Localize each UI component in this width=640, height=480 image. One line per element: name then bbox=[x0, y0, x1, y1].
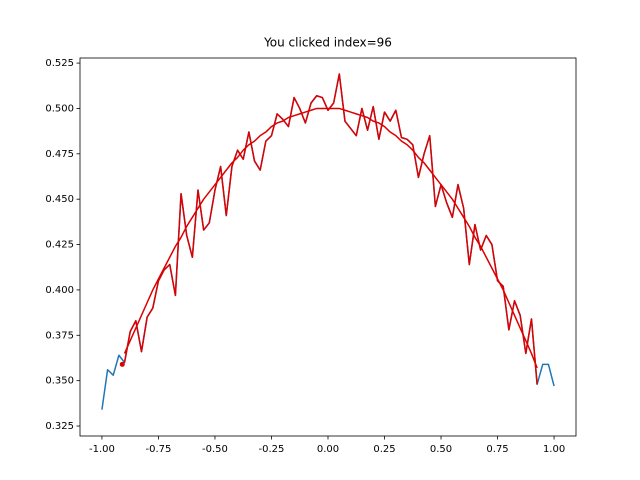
y-tick-label: 0.425 bbox=[45, 240, 74, 251]
x-tick-label: 0.25 bbox=[373, 444, 395, 455]
y-tick-label: 0.400 bbox=[45, 285, 74, 296]
x-tick-label: 0.50 bbox=[430, 444, 452, 455]
x-tick-label: 0.00 bbox=[317, 444, 339, 455]
y-tick-label: 0.500 bbox=[45, 103, 74, 114]
x-tick-label: -1.00 bbox=[89, 444, 115, 455]
x-tick-label: 1.00 bbox=[543, 444, 565, 455]
plot-frame bbox=[79, 57, 577, 437]
y-tick-label: 0.325 bbox=[45, 421, 74, 432]
y-tick-label: 0.475 bbox=[45, 149, 74, 160]
y-tick-label: 0.450 bbox=[45, 194, 74, 205]
y-tick-label: 0.525 bbox=[45, 58, 74, 69]
y-tick-label: 0.375 bbox=[45, 330, 74, 341]
x-tick-label: 0.75 bbox=[486, 444, 508, 455]
line-series bbox=[123, 107, 538, 369]
x-tick-label: -0.25 bbox=[259, 444, 285, 455]
clicked-point bbox=[119, 361, 125, 367]
y-tick-label: 0.350 bbox=[45, 376, 74, 387]
x-tick-label: -0.75 bbox=[146, 444, 172, 455]
x-tick-label: -0.50 bbox=[202, 444, 228, 455]
line-series bbox=[123, 73, 538, 385]
chart-title: You clicked index=96 bbox=[263, 36, 392, 50]
